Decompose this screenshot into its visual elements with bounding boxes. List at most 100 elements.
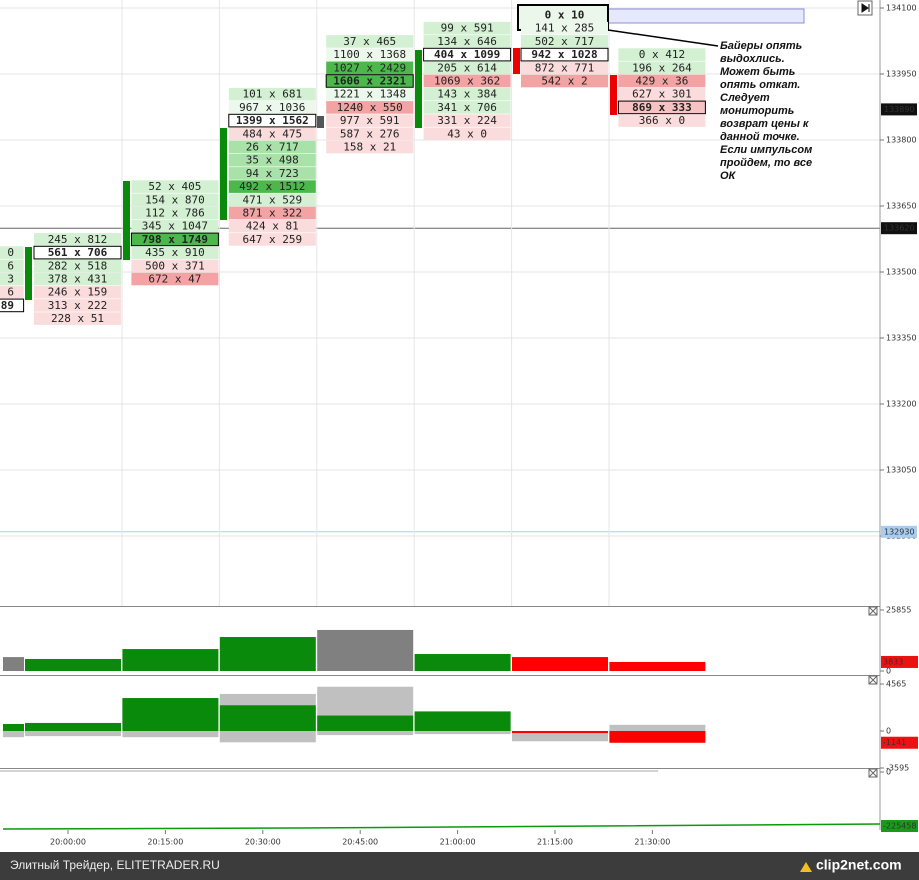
cell-text: 404 x 1099 <box>434 48 500 61</box>
cell-text: 798 x 1749 <box>142 233 208 246</box>
annotation-pointer <box>607 29 719 47</box>
panel-tick-label: 0 <box>886 667 891 676</box>
volume-bar <box>512 657 608 671</box>
cell-bg <box>423 127 511 141</box>
cell-text: 672 x 47 <box>148 273 201 286</box>
price-label: 133950 <box>886 70 917 79</box>
cell-text: 435 x 910 <box>145 246 205 259</box>
annotation-line: Может быть <box>720 66 795 78</box>
cell-text: 341 x 706 <box>437 101 497 114</box>
cell-text: 378 x 431 <box>48 273 108 286</box>
cell-text: 89 <box>1 299 14 312</box>
cell-text: 228 x 51 <box>51 312 104 325</box>
panel-badge-label: 3833 <box>883 657 903 666</box>
cell-bg <box>326 35 414 48</box>
cell-bg <box>423 21 511 35</box>
cell-text: 587 x 276 <box>340 127 400 140</box>
price-label: 133200 <box>886 400 917 409</box>
cell-text: 500 x 371 <box>145 259 205 272</box>
cell-bg <box>326 87 414 101</box>
cell-bg <box>326 140 414 154</box>
cell-text: 1399 x 1562 <box>236 114 309 127</box>
cell-bg <box>325 74 414 88</box>
annotation-line: Байеры опять <box>720 40 802 52</box>
cell-text: 1027 x 2429 <box>333 61 406 74</box>
cell-bg <box>618 74 706 88</box>
panel-badge-label: -1141 <box>883 738 906 747</box>
cell-bg <box>521 61 608 75</box>
cell-bg <box>618 61 706 75</box>
volume-bar <box>414 654 511 671</box>
cell-text: 542 x 2 <box>541 75 587 88</box>
panel-tick-label: 25855 <box>886 606 911 615</box>
cell-text: 872 x 771 <box>535 61 595 74</box>
time-label: 21:30:00 <box>634 838 670 847</box>
cell-text: 282 x 518 <box>48 259 108 272</box>
price-label: 133500 <box>886 268 917 277</box>
cell-bg <box>423 101 511 114</box>
cell-text: 94 x 723 <box>246 167 299 180</box>
price-badge <box>881 222 917 235</box>
cell-bg <box>0 259 24 273</box>
volume-bar <box>3 657 24 671</box>
cell-bg <box>33 245 122 260</box>
cell-text: 196 x 264 <box>632 61 692 74</box>
price-badge-label: 133890 <box>884 105 915 114</box>
cell-bg <box>228 101 316 114</box>
cell-bg <box>228 113 317 128</box>
time-label: 20:30:00 <box>245 838 281 847</box>
delta-bar <box>609 730 706 743</box>
annotation-line: данной точке. <box>720 131 800 143</box>
candle <box>25 247 32 300</box>
cell-bg <box>423 47 512 62</box>
cell-text: 0 <box>7 246 14 259</box>
footer-bar <box>0 852 919 880</box>
panel-badge <box>881 655 918 668</box>
cell-bg <box>228 206 316 220</box>
cell-text: 245 x 812 <box>48 233 108 246</box>
cell-text: 101 x 681 <box>242 88 302 101</box>
cell-bg <box>131 180 219 193</box>
cell-text: 43 x 0 <box>447 127 487 140</box>
cell-text: 154 x 870 <box>145 193 205 206</box>
cell-bg <box>326 127 414 141</box>
cell-text: 484 x 475 <box>242 127 302 140</box>
cell-text: 1240 x 550 <box>337 101 403 114</box>
cell-bg <box>423 61 511 75</box>
annotation-line: опять откат. <box>720 79 800 91</box>
cell-text: 424 x 81 <box>246 220 299 233</box>
cell-bg <box>618 48 706 61</box>
candle <box>220 128 227 220</box>
volume-bar <box>317 629 414 671</box>
candle <box>317 116 324 128</box>
panel-tick-label: 0 <box>886 726 891 735</box>
cell-text: 134 x 646 <box>437 35 497 48</box>
annotation-line: Следует <box>720 92 770 104</box>
cell-bg <box>228 87 316 101</box>
price-label: 133050 <box>886 466 917 475</box>
footer-logo[interactable]: clip2net.com <box>816 857 902 873</box>
close-icon <box>868 675 878 685</box>
cell-bg <box>423 74 511 88</box>
cell-bg <box>131 206 219 220</box>
delta-bar <box>25 722 121 731</box>
cell-text: 6 <box>7 259 14 272</box>
cell-text: 0 x 412 <box>639 48 685 61</box>
cell-bg <box>423 87 511 101</box>
cell-text: 52 x 405 <box>148 180 201 193</box>
cell-text: 366 x 0 <box>639 114 685 127</box>
cell-bg <box>34 285 121 299</box>
cell-bg <box>0 298 25 313</box>
cell-text: 977 x 591 <box>340 114 400 127</box>
cell-text: 492 x 1512 <box>239 180 305 193</box>
cell-bg <box>326 114 414 127</box>
volume-bar <box>609 661 706 671</box>
time-label: 20:15:00 <box>147 838 183 847</box>
cell-bg <box>618 87 706 101</box>
cell-bg <box>228 219 316 233</box>
panel-tick-label: 0 <box>886 768 891 777</box>
cell-bg <box>0 285 24 299</box>
cell-text: 37 x 465 <box>343 35 396 48</box>
